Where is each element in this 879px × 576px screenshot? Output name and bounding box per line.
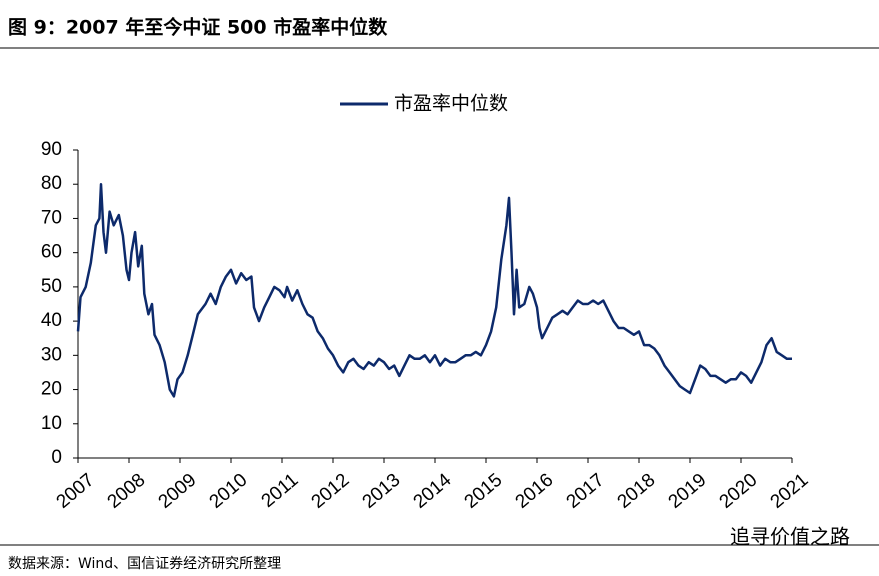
x-tick-label: 2020: [716, 470, 762, 513]
x-tick-label: 2009: [155, 470, 201, 513]
y-tick-label: 40: [41, 310, 62, 331]
chart-title: 图 9：2007 年至今中证 500 市盈率中位数: [8, 16, 388, 39]
x-tick-label: 2017: [563, 470, 609, 513]
x-tick-label: 2011: [258, 470, 303, 512]
x-tick-label: 2012: [308, 470, 354, 513]
y-tick-label: 60: [41, 242, 62, 263]
y-tick-label: 10: [41, 413, 62, 434]
y-tick-label: 0: [51, 447, 62, 468]
line: [76, 182, 792, 398]
x-tick-label: 2016: [512, 470, 558, 513]
x-tick-label: 2013: [359, 470, 405, 513]
y-tick-label: 50: [41, 276, 62, 297]
legend-label: 市盈率中位数: [394, 93, 508, 115]
x-tick-label: 2010: [206, 470, 252, 513]
x-tick-label: 2021: [767, 470, 813, 513]
y-tick-label: 20: [41, 379, 62, 400]
x-tick-label: 2007: [53, 470, 99, 513]
x-tick-label: 2019: [665, 470, 711, 513]
y-tick-label: 80: [41, 173, 62, 194]
watermark: 追寻价值之路: [730, 525, 850, 549]
x-tick-label: 2015: [461, 470, 507, 513]
x-tick-label: 2014: [410, 469, 456, 513]
y-tick-label: 30: [41, 344, 62, 365]
source: 数据来源：Wind、国信证券经济研究所整理: [8, 556, 281, 572]
y-tick-label: 70: [41, 207, 62, 228]
x-tick-label: 2018: [614, 470, 660, 513]
x-tick-label: 2008: [104, 470, 150, 513]
y-tick-label: 90: [41, 139, 62, 160]
